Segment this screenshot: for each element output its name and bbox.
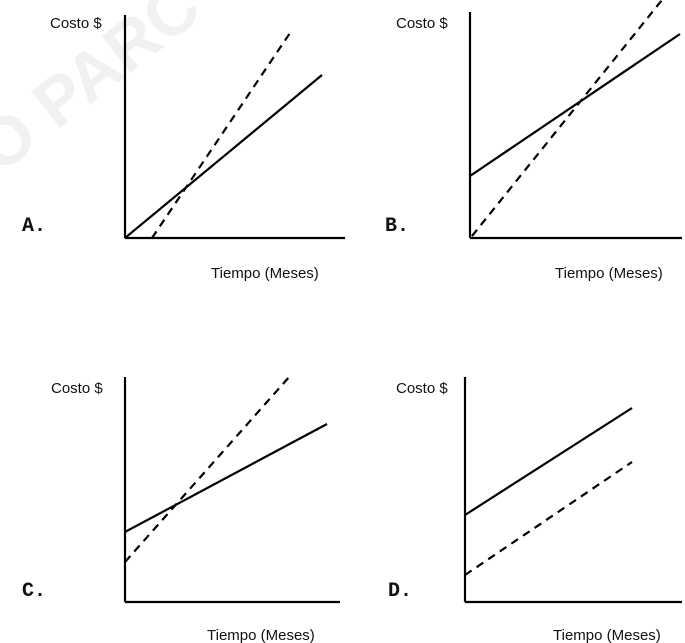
y-axis-label-a: Costo $	[50, 15, 102, 32]
solid-cost-line-b	[469, 33, 681, 177]
x-axis-label-a: Tiempo (Meses)	[211, 265, 319, 282]
panel-c: Costo $ C. Tiempo (Meses)	[22, 375, 340, 643]
dashed-cost-line-b	[471, 0, 663, 237]
watermark-text: O PARC	[0, 0, 214, 187]
x-axis-label-b: Tiempo (Meses)	[555, 265, 663, 282]
y-axis-label-d: Costo $	[396, 380, 448, 397]
panel-letter-d: D.	[388, 580, 412, 603]
solid-cost-line-c	[124, 423, 328, 533]
y-axis-label-c: Costo $	[51, 380, 103, 397]
x-axis-label-c: Tiempo (Meses)	[207, 627, 315, 643]
panel-letter-c: C.	[22, 580, 46, 603]
solid-cost-line-d	[464, 407, 633, 516]
panel-letter-a: A.	[22, 215, 46, 238]
y-axis-label-b: Costo $	[396, 15, 448, 32]
panel-d: Costo $ D. Tiempo (Meses)	[388, 377, 682, 643]
solid-cost-line-a	[124, 74, 323, 239]
dashed-cost-line-d	[464, 461, 633, 576]
x-axis-label-d: Tiempo (Meses)	[553, 627, 661, 643]
dashed-cost-line-a	[151, 32, 291, 239]
dashed-cost-line-c	[124, 375, 291, 563]
panel-b: Costo $ B. Tiempo (Meses)	[385, 0, 682, 282]
panel-letter-b: B.	[385, 215, 409, 238]
panel-a: Costo $ A. Tiempo (Meses)	[22, 15, 345, 282]
